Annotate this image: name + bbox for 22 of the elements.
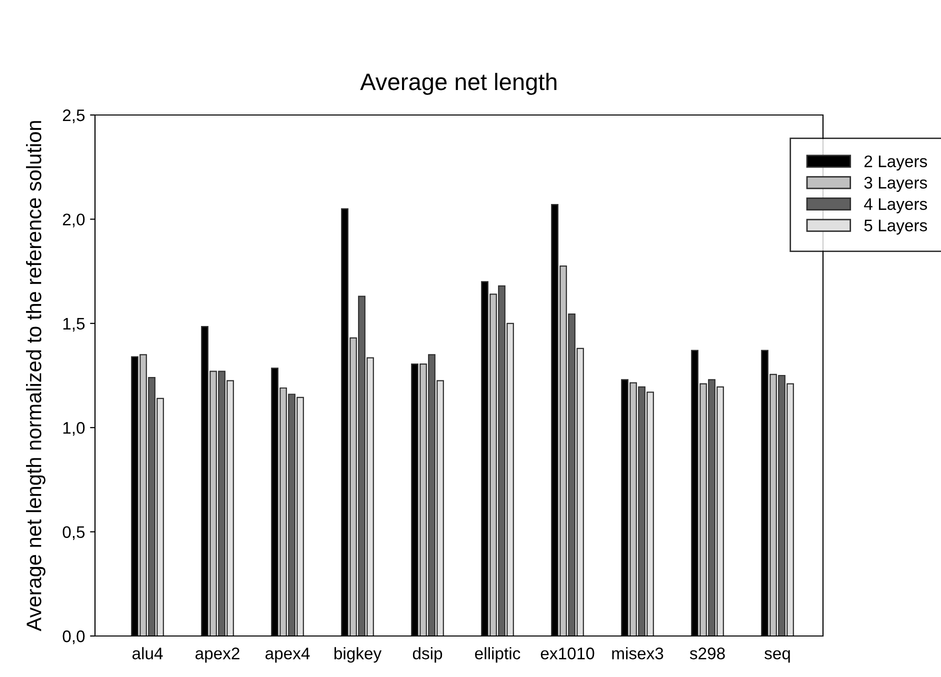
x-tick-label: apex2: [196, 648, 240, 663]
x-tick-label: bigkey: [334, 647, 382, 663]
chart-title: Average net length: [360, 72, 556, 95]
y-axis-title: Average net length normalized to the reference solution: [26, 121, 46, 632]
x-tick-label: s298: [690, 648, 725, 660]
x-tick-label: misex3: [612, 647, 664, 660]
legend-label: 3 Layers: [864, 176, 927, 192]
x-tick-label: elliptic: [475, 647, 520, 663]
x-tick-label: apex4: [266, 648, 310, 663]
legend-label: 4 Layers: [864, 198, 927, 214]
y-tick-label: 2,5: [62, 109, 85, 124]
y-tick-label: 0,5: [62, 526, 85, 540]
y-tick-label: 1,0: [63, 422, 85, 436]
x-tick-label: alu4: [132, 647, 163, 660]
x-tick-label: seq: [764, 650, 790, 663]
x-tick-label: dsip: [412, 647, 442, 663]
y-tick-label: 2,0: [62, 214, 85, 228]
legend-label: 5 Layers: [864, 220, 927, 235]
y-tick-label: 1,5: [63, 318, 85, 332]
legend-label: 2 Layers: [864, 155, 927, 171]
x-tick-label: ex1010: [540, 648, 594, 660]
y-tick-label: 0,0: [62, 630, 85, 644]
